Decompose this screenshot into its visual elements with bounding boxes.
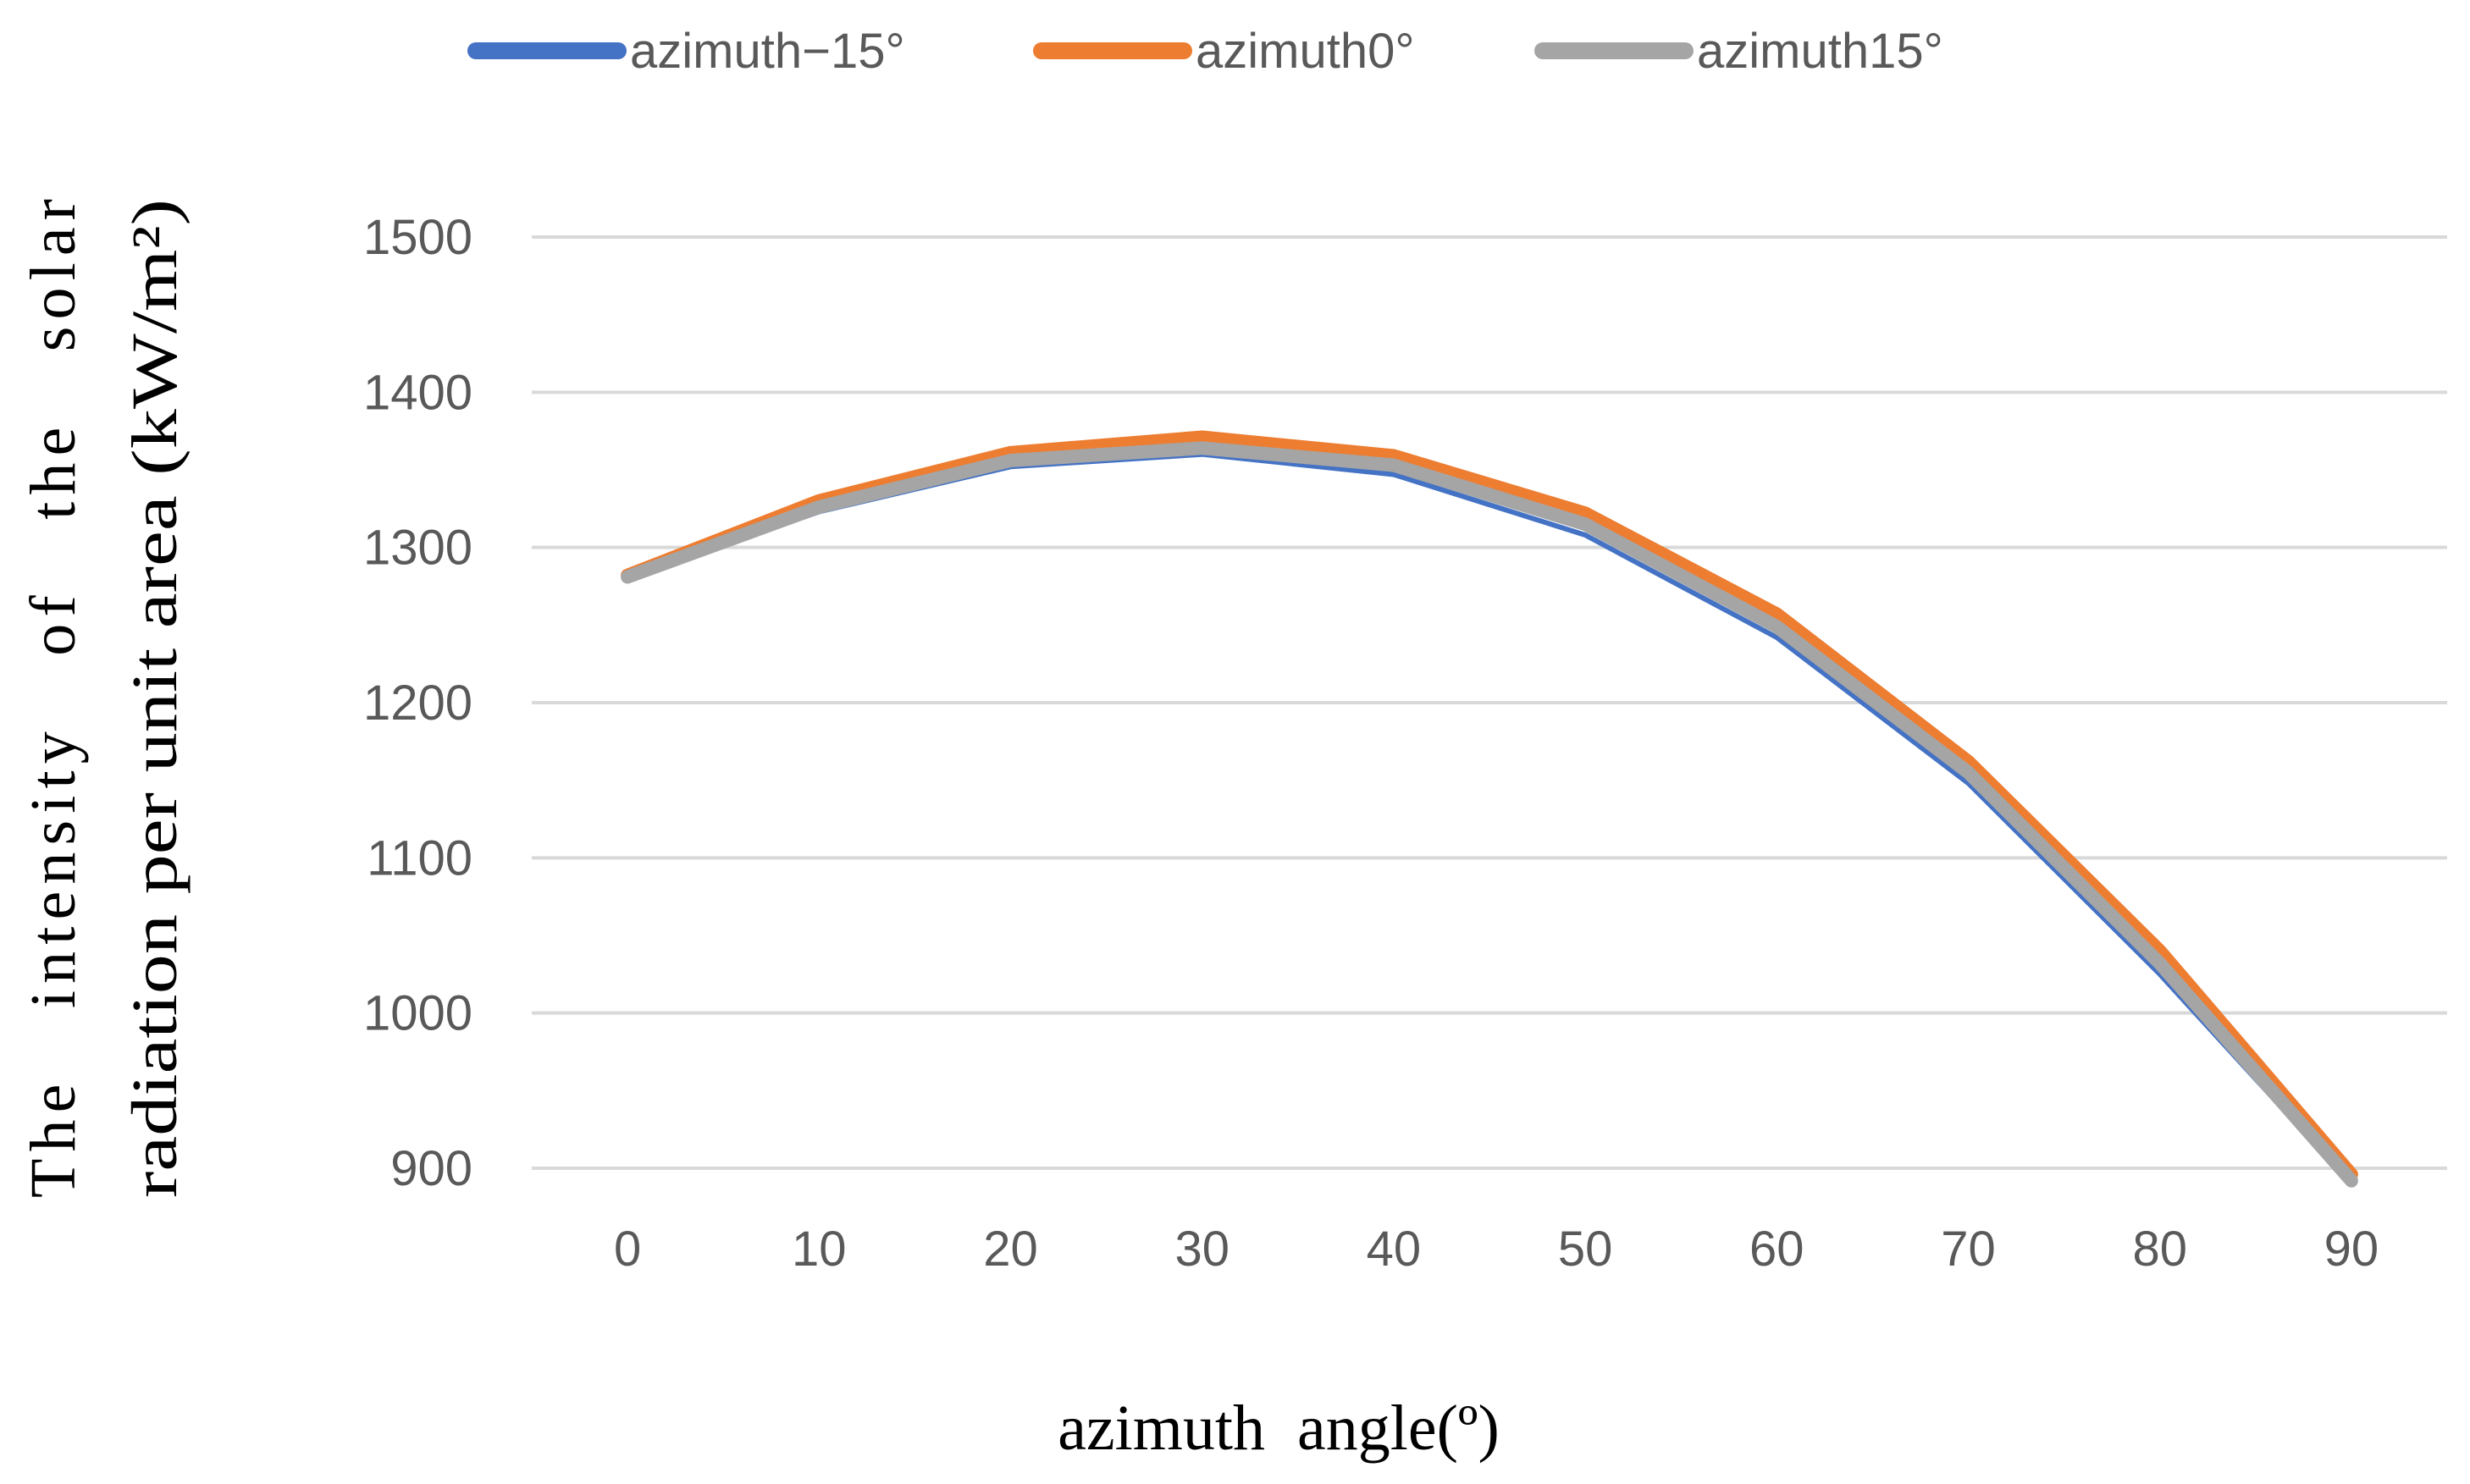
series-line-2 [621,441,2358,1188]
x-axis-ticks: 0 10 20 30 40 50 60 70 80 90 [614,1222,2379,1277]
x-axis-title: azimuth angle(º) [1058,1393,1500,1464]
x-tick-label: 10 [792,1222,847,1277]
y-axis-title-line2: radiation per unit area (kW/m²) [119,199,191,1198]
x-tick-label: 20 [983,1222,1038,1277]
series-line-1 [621,430,2358,1182]
series-lines [621,430,2358,1188]
x-tick-label: 30 [1174,1222,1229,1277]
x-tick-label: 50 [1558,1222,1613,1277]
y-tick-label: 1500 [363,210,472,265]
x-tick-label: 0 [614,1222,641,1277]
series-line-0 [625,451,2354,1187]
x-tick-label: 40 [1367,1222,1422,1277]
x-tick-label: 70 [1941,1222,1996,1277]
gridlines [532,235,2447,1170]
x-tick-label: 90 [2324,1222,2379,1277]
y-tick-label: 1000 [363,986,472,1041]
y-tick-label: 1300 [363,521,472,576]
legend: azimuth−15° azimuth0° azimuth15° [467,24,1943,79]
x-tick-label: 60 [1749,1222,1804,1277]
y-axis-title-line1: The intensity of the solar [18,199,89,1198]
y-tick-label: 1200 [363,676,472,731]
y-tick-label: 1400 [363,365,472,420]
y-tick-label: 900 [390,1141,472,1196]
legend-label: azimuth−15° [630,24,905,79]
x-tick-label: 80 [2132,1222,2187,1277]
legend-label: azimuth0° [1196,24,1415,79]
y-tick-label: 1100 [367,830,472,885]
legend-label: azimuth15° [1697,24,1943,79]
y-axis-ticks: 1500 1400 1300 1200 1100 1000 900 [363,210,472,1196]
